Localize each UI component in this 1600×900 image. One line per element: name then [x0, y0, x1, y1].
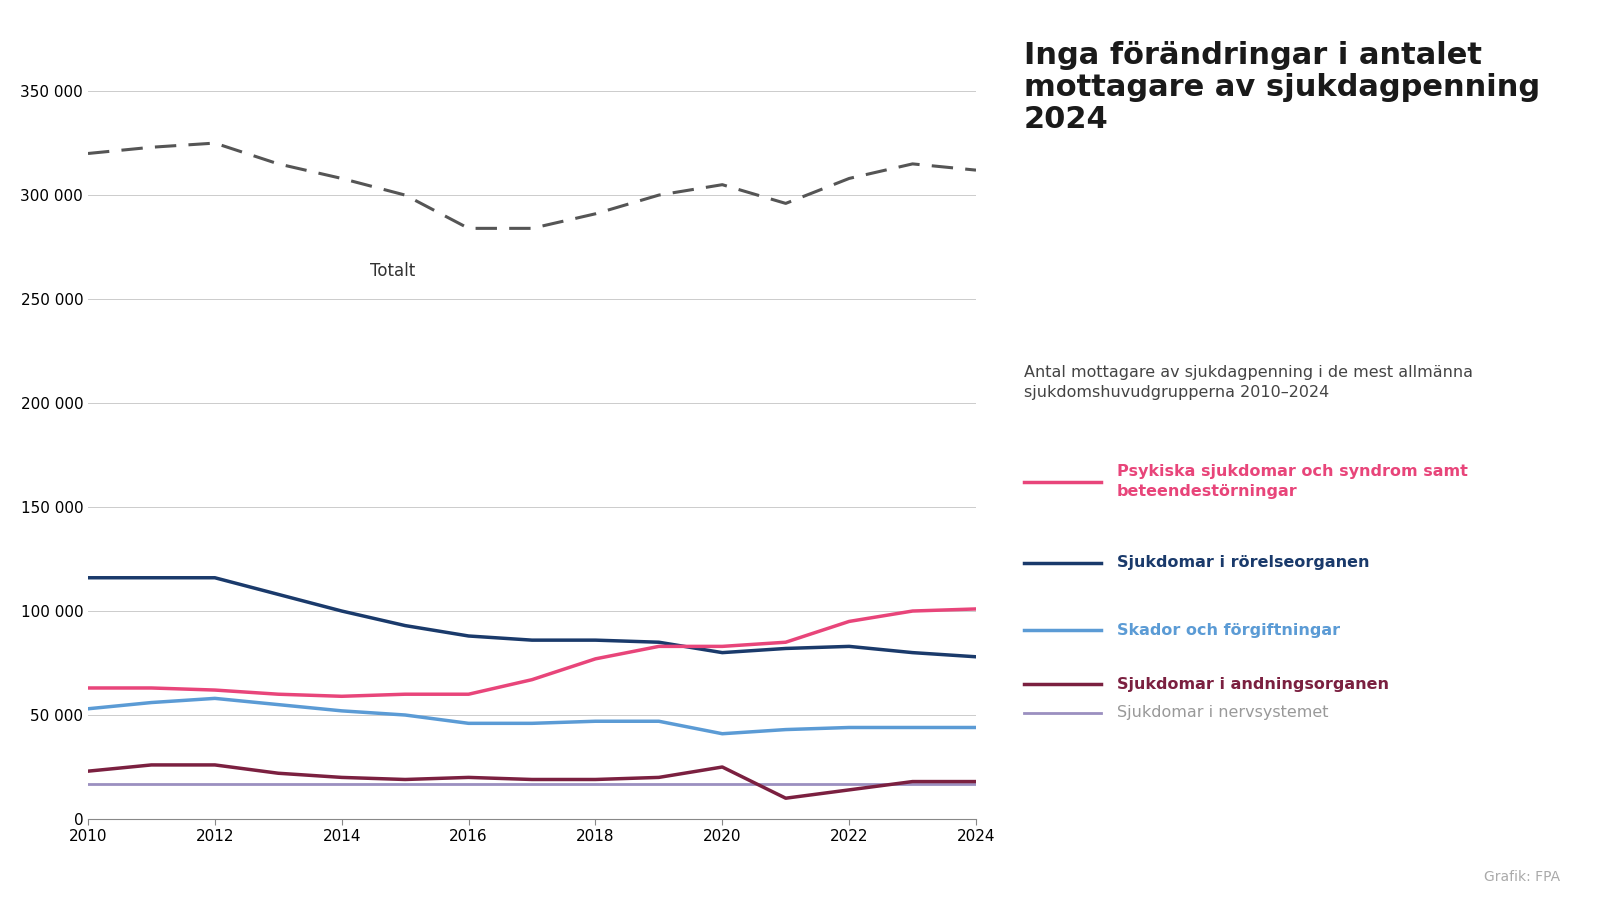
Text: Psykiska sjukdomar och syndrom samt
beteendestörningar: Psykiska sjukdomar och syndrom samt bete…	[1117, 464, 1467, 499]
Text: Sjukdomar i andningsorganen: Sjukdomar i andningsorganen	[1117, 677, 1389, 691]
Text: Antal mottagare av sjukdagpenning i de mest allmänna
sjukdomshuvudgrupperna 2010: Antal mottagare av sjukdagpenning i de m…	[1024, 364, 1474, 400]
Text: Sjukdomar i rörelseorganen: Sjukdomar i rörelseorganen	[1117, 555, 1370, 570]
Text: Grafik: FPA: Grafik: FPA	[1483, 869, 1560, 884]
Text: Skador och förgiftningar: Skador och förgiftningar	[1117, 623, 1339, 637]
Text: Inga förändringar i antalet
mottagare av sjukdagpenning
2024: Inga förändringar i antalet mottagare av…	[1024, 40, 1541, 134]
Text: Totalt: Totalt	[370, 262, 414, 280]
Text: Sjukdomar i nervsystemet: Sjukdomar i nervsystemet	[1117, 706, 1328, 720]
